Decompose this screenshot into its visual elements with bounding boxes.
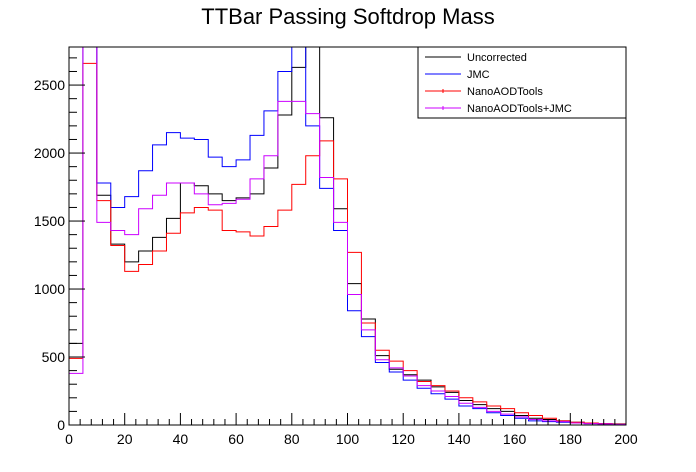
x-tick-label: 140: [447, 431, 471, 447]
x-tick-label: 20: [117, 431, 133, 447]
y-tick-label: 2500: [34, 77, 65, 93]
x-tick-label: 180: [559, 431, 583, 447]
y-tick-label: 1000: [34, 281, 65, 297]
x-tick-label: 100: [336, 431, 360, 447]
legend-label-uncorrected: Uncorrected: [467, 52, 527, 64]
chart-title: TTBar Passing Softdrop Mass: [201, 4, 495, 29]
series-line-nanoaodtools-jmc: [69, 47, 626, 425]
legend-label-nanoaodtools-jmc: NanoAODTools+JMC: [467, 103, 572, 115]
series-line-nanoaodtools: [69, 62, 626, 425]
y-tick-label: 0: [57, 417, 65, 433]
legend-label-jmc: JMC: [467, 69, 490, 81]
x-tick-label: 200: [614, 431, 638, 447]
legend-label-nanoaodtools: NanoAODTools: [467, 86, 543, 98]
x-tick-label: 120: [392, 431, 416, 447]
x-tick-label: 40: [173, 431, 189, 447]
x-tick-label: 0: [65, 431, 73, 447]
y-tick-label: 500: [42, 349, 66, 365]
x-tick-label: 60: [228, 431, 244, 447]
y-tick-label: 1500: [34, 213, 65, 229]
y-tick-label: 2000: [34, 145, 65, 161]
x-tick-label: 160: [503, 431, 527, 447]
x-tick-label: 80: [284, 431, 300, 447]
legend: Uncorrected JMC NanoAODTools NanoAODTools+J…: [417, 46, 627, 119]
legend-box: [417, 46, 627, 119]
